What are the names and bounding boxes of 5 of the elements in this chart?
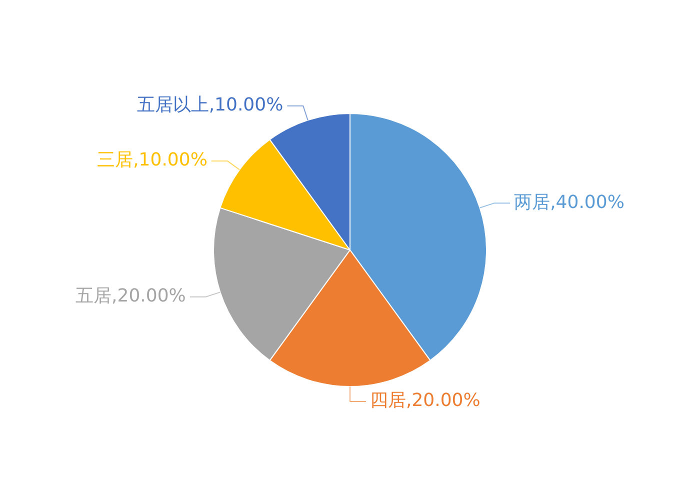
slice-label: 五居,20.00%	[76, 285, 186, 306]
slice-label: 三居,10.00%	[97, 150, 208, 171]
slice-label: 两居,40.00%	[514, 192, 624, 213]
slice-label: 四居,20.00%	[370, 390, 480, 412]
slice-label: 五居以上,10.00%	[136, 94, 284, 116]
